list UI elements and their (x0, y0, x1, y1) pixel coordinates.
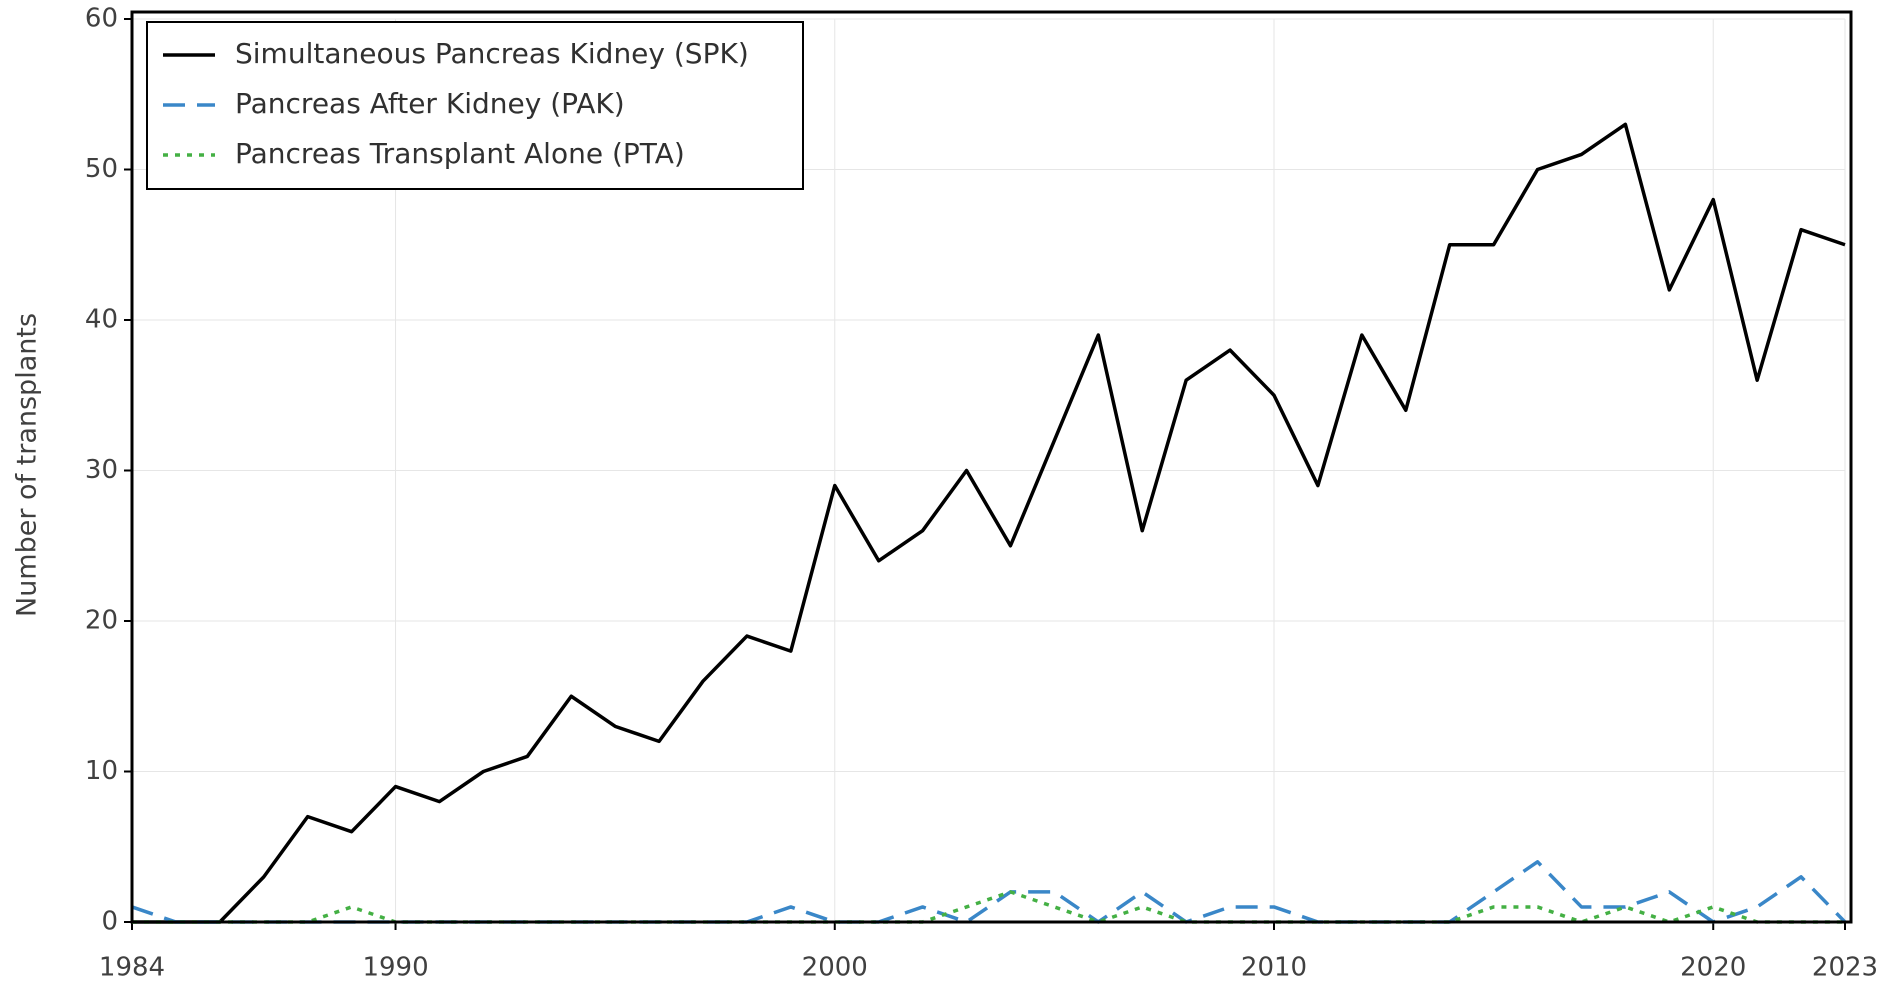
x-tick-label: 1990 (362, 953, 428, 983)
y-tick-label: 60 (85, 4, 118, 34)
y-axis-title: Number of transplants (12, 313, 43, 617)
x-tick-label: 2010 (1241, 953, 1307, 983)
y-tick-label: 10 (85, 756, 118, 786)
plot-frame (130, 10, 1853, 924)
legend-label: Pancreas After Kidney (PAK) (235, 87, 625, 120)
y-tick-label: 30 (85, 455, 118, 485)
series-line (132, 122, 1846, 924)
x-tick-label: 2020 (1680, 953, 1746, 983)
y-tick-label: 50 (85, 154, 118, 184)
y-tick-label: 40 (85, 305, 118, 335)
x-tick-label: 2023 (1812, 953, 1878, 983)
legend-label: Simultaneous Pancreas Kidney (SPK) (235, 37, 749, 70)
x-tick-label: 2000 (802, 953, 868, 983)
y-tick-label: 20 (85, 606, 118, 636)
legend-label: Pancreas Transplant Alone (PTA) (235, 137, 685, 170)
x-tick-label: 1984 (99, 953, 165, 983)
series-line (131, 860, 1847, 924)
y-tick-label: 0 (101, 907, 118, 937)
legend-box (146, 21, 804, 190)
